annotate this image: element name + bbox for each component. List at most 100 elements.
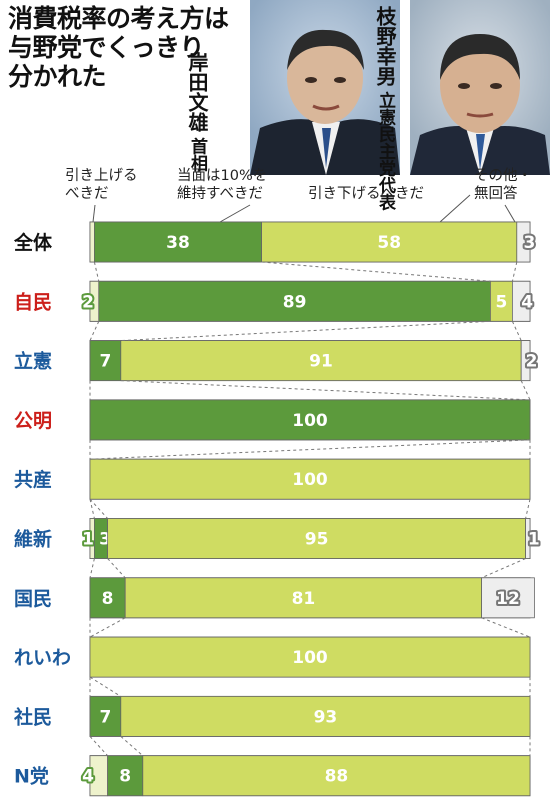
data-label-raise: 2 bbox=[82, 292, 94, 312]
bar-segment-keep bbox=[89, 340, 122, 382]
title-line: 消費税率の考え方は bbox=[8, 4, 229, 33]
data-label-lower: 91 bbox=[309, 352, 333, 372]
bar-segment-keep bbox=[89, 399, 531, 441]
category-label: 国民 bbox=[14, 588, 52, 610]
kishida-photo bbox=[250, 0, 400, 175]
data-label-keep: 38 bbox=[166, 233, 190, 253]
person-role: 首相 bbox=[187, 137, 207, 172]
person-kishida: 岸田文雄 首相 bbox=[185, 52, 209, 172]
connector-line bbox=[89, 617, 126, 638]
bar-segment-lower bbox=[120, 696, 531, 737]
connector-line bbox=[120, 320, 491, 342]
bar-segment-lower bbox=[124, 577, 482, 619]
bar-segment-other bbox=[481, 577, 535, 619]
header-line: 引き上げる bbox=[65, 168, 138, 184]
header-pointer bbox=[219, 204, 251, 223]
person-edano: 枝野幸男 立憲民主党代表 bbox=[373, 6, 397, 211]
header-other: その他・ 無回答 bbox=[474, 167, 532, 203]
category-label: 自民 bbox=[14, 290, 52, 313]
header-raise: 引き上げる べきだ bbox=[65, 167, 138, 203]
title-line: 分かれた bbox=[8, 62, 107, 91]
connector-line bbox=[511, 321, 522, 341]
bar-segment-lower bbox=[89, 458, 531, 500]
category-label: 全体 bbox=[13, 231, 53, 254]
header-line: 無回答 bbox=[474, 186, 518, 202]
connector-line bbox=[481, 558, 526, 579]
header-pointer bbox=[439, 194, 471, 223]
header-keep: 当面は10%を 維持すべきだ bbox=[177, 167, 267, 203]
category-label: 社民 bbox=[13, 705, 52, 728]
category-label: N党 bbox=[14, 765, 49, 788]
data-label-lower: 88 bbox=[325, 767, 349, 787]
category-label: れいわ bbox=[14, 647, 71, 669]
connector-line bbox=[120, 736, 144, 757]
bar-segment-keep bbox=[98, 280, 491, 322]
connector-line bbox=[93, 261, 100, 282]
person-role: 立憲民主党代表 bbox=[375, 91, 395, 211]
category-label: 立憲 bbox=[14, 350, 52, 373]
connector-line bbox=[89, 498, 108, 519]
header-line: その他・ bbox=[474, 168, 532, 184]
data-label-other: 4 bbox=[521, 292, 533, 312]
connector-line bbox=[89, 321, 100, 341]
data-label-lower: 100 bbox=[292, 648, 328, 668]
connector-line bbox=[107, 558, 126, 579]
data-label-keep: 7 bbox=[99, 707, 111, 727]
connector-line bbox=[481, 617, 531, 638]
data-label-other: 1 bbox=[528, 530, 540, 550]
bar-segment-raise bbox=[89, 221, 95, 263]
connector-line bbox=[511, 261, 518, 282]
category-label: 維新 bbox=[14, 528, 52, 551]
data-label-other: 2 bbox=[526, 352, 538, 372]
data-label-lower: 95 bbox=[305, 530, 329, 550]
data-label-other: 12 bbox=[496, 589, 520, 609]
header-pointer bbox=[504, 204, 516, 223]
bar-segment-other bbox=[520, 340, 531, 382]
header-line: 当面は10%を bbox=[177, 168, 268, 184]
connector-line bbox=[520, 380, 531, 401]
connector-line bbox=[525, 499, 531, 519]
bar-segment-other bbox=[516, 221, 531, 263]
title-line: 与野党でくっきり bbox=[8, 33, 205, 62]
portrait-photos bbox=[250, 0, 550, 175]
data-label-keep: 89 bbox=[283, 292, 307, 312]
bar-segment-other bbox=[525, 518, 531, 559]
data-label-lower: 93 bbox=[314, 707, 338, 727]
connector-line bbox=[261, 261, 491, 282]
data-label-lower: 5 bbox=[495, 292, 507, 312]
data-label-other: 3 bbox=[523, 233, 535, 253]
bar-segment-keep bbox=[89, 577, 126, 619]
header-line: 維持すべきだ bbox=[177, 186, 263, 202]
person-name: 枝野幸男 bbox=[373, 6, 397, 86]
data-label-lower: 58 bbox=[377, 233, 401, 253]
bar-segment-lower bbox=[120, 340, 522, 382]
bar-segment-lower bbox=[89, 636, 531, 678]
category-label: 共産 bbox=[14, 468, 52, 491]
bar-segment-keep bbox=[94, 221, 262, 263]
header-line: 引き下げるべきだ bbox=[308, 186, 424, 202]
chart-title: 消費税率の考え方は 与野党でくっきり 分かれた bbox=[8, 4, 268, 91]
header-pointer bbox=[92, 204, 96, 223]
connector-line bbox=[89, 558, 95, 578]
connector-line bbox=[120, 380, 531, 401]
connector-line bbox=[89, 676, 122, 697]
data-label-lower: 100 bbox=[292, 470, 328, 490]
header-lower: 引き下げるべきだ bbox=[308, 185, 424, 203]
data-label-lower: 81 bbox=[292, 589, 316, 609]
data-label-keep: 3 bbox=[99, 530, 111, 550]
bar-segment-lower bbox=[142, 755, 531, 797]
data-label-keep: 100 bbox=[292, 411, 328, 431]
data-label-keep: 7 bbox=[99, 352, 111, 372]
header-line: べきだ bbox=[65, 186, 109, 202]
connector-line bbox=[89, 499, 95, 519]
data-label-keep: 8 bbox=[102, 589, 114, 609]
data-label-keep: 8 bbox=[119, 767, 131, 787]
connector-line bbox=[89, 439, 531, 460]
bar-segment-keep bbox=[89, 696, 122, 737]
edano-photo bbox=[410, 0, 550, 175]
person-name: 岸田文雄 bbox=[185, 52, 209, 132]
data-label-raise: 1 bbox=[82, 530, 94, 550]
data-label-raise: 4 bbox=[82, 767, 94, 787]
bar-segment-other bbox=[512, 280, 531, 322]
